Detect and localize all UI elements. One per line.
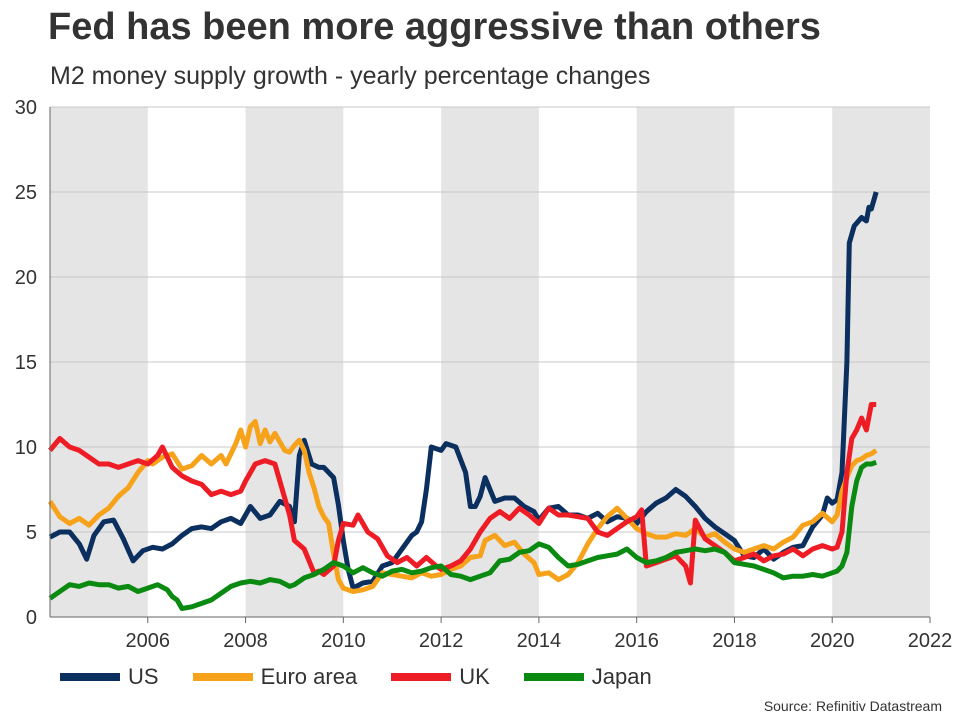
- legend-item-japan: Japan: [523, 664, 652, 690]
- x-tick-label-2018: 2018: [712, 630, 757, 652]
- chart-subtitle: M2 money supply growth - yearly percenta…: [50, 62, 651, 90]
- y-tick-label-0: 0: [26, 607, 37, 629]
- gridlines: [50, 106, 930, 533]
- line-chart: 0 5 10 15 20 25 30 2006 2008 2010 2012 2014 2016 2018…: [15, 97, 953, 652]
- x-tick-label-2010: 2010: [321, 630, 366, 652]
- x-tick-label-2008: 2008: [223, 630, 268, 652]
- y-tick-label-20: 20: [15, 267, 37, 289]
- legend-swatch-uk: [391, 673, 452, 681]
- chart-title: Fed has been more aggressive than others: [48, 6, 821, 48]
- legend-item-us: US: [60, 664, 159, 690]
- series-line-uk: [48, 402, 877, 586]
- series-lines: [47, 191, 879, 611]
- series-line-us: [48, 191, 879, 591]
- legend-swatch-japan: [523, 673, 584, 681]
- axes: [49, 107, 931, 623]
- x-tick-label-2014: 2014: [517, 630, 562, 652]
- y-tick-label-15: 15: [15, 352, 37, 374]
- x-tick-label-2022: 2022: [908, 630, 953, 652]
- y-tick-label-25: 25: [15, 182, 37, 204]
- legend-label-euro-area: Euro area: [260, 664, 358, 689]
- x-tick-label-2006: 2006: [126, 630, 171, 652]
- y-tick-label-30: 30: [15, 97, 37, 119]
- legend-label-us: US: [128, 664, 159, 689]
- tick-labels: 0 5 10 15 20 25 30 2006 2008 2010 2012 2014 2016 2018…: [15, 97, 953, 652]
- source-note: Source: Refinitiv Datastream: [763, 698, 942, 714]
- x-tick-label-2012: 2012: [419, 630, 464, 652]
- legend-swatch-us: [60, 673, 120, 681]
- series-line-euro-area: [47, 419, 878, 594]
- legend-label-uk: UK: [459, 664, 490, 689]
- legend: US Euro area UK Japan: [60, 664, 686, 690]
- x-tick-label-2020: 2020: [810, 630, 855, 652]
- y-tick-label-10: 10: [15, 437, 37, 459]
- legend-item-uk: UK: [391, 664, 490, 690]
- legend-swatch-euro-area: [192, 673, 253, 681]
- x-tick-label-2016: 2016: [614, 630, 659, 652]
- y-tick-label-5: 5: [26, 522, 37, 544]
- legend-item-euro-area: Euro area: [192, 664, 358, 690]
- legend-label-japan: Japan: [591, 664, 652, 689]
- series-line-japan: [48, 459, 878, 611]
